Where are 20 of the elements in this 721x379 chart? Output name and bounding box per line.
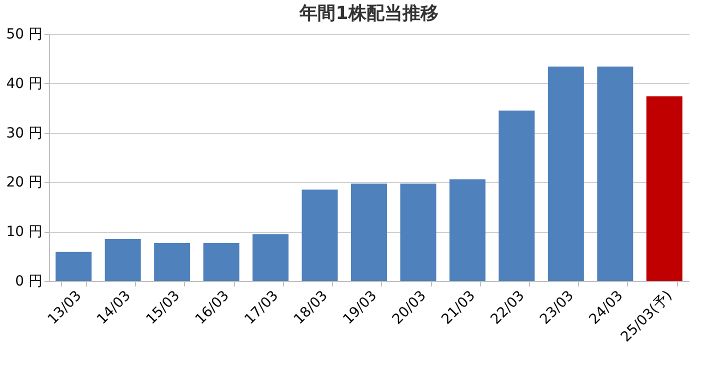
y-tick-label: 30 円 xyxy=(6,125,42,142)
y-tick-label: 0 円 xyxy=(15,274,42,290)
bar xyxy=(449,179,486,281)
chart-title: 年間1株配当推移 xyxy=(298,3,438,24)
y-tick-label: 50 円 xyxy=(6,26,42,42)
bar xyxy=(400,184,436,281)
y-tick-label: 40 円 xyxy=(6,76,42,92)
bar xyxy=(252,234,289,281)
bar xyxy=(203,242,240,281)
y-tick-label: 10 円 xyxy=(6,224,42,240)
bar xyxy=(646,96,682,281)
bar xyxy=(104,239,141,281)
bar xyxy=(154,242,190,281)
y-tick-label: 20 円 xyxy=(6,174,42,191)
bar xyxy=(548,66,584,281)
bar xyxy=(498,110,535,281)
bar xyxy=(302,190,338,281)
bar xyxy=(351,184,387,281)
bar xyxy=(56,252,92,281)
bar xyxy=(597,66,634,281)
